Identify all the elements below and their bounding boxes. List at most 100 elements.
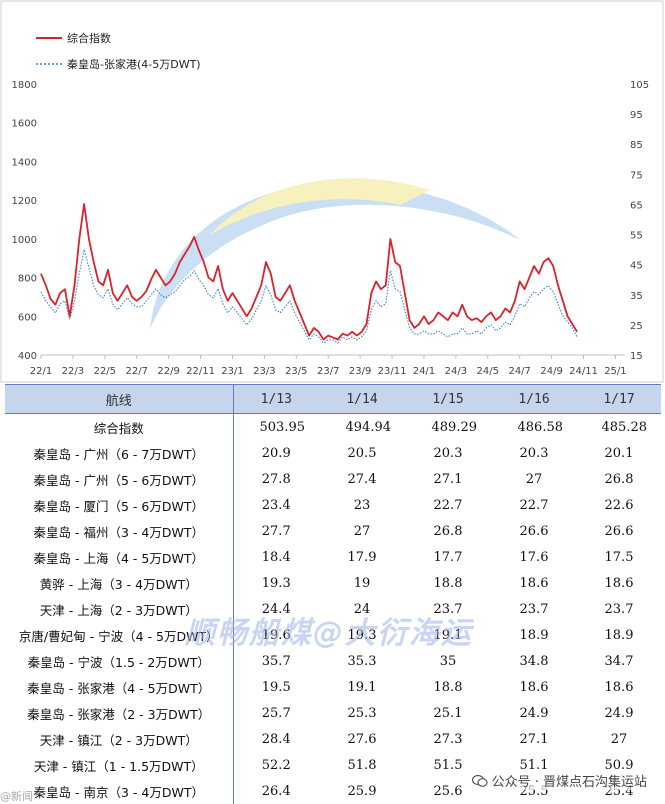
x-tick-label: 24/11 [569, 366, 598, 377]
rate-cell: 17.5 [604, 549, 634, 565]
rate-cell: 20.5 [347, 445, 377, 461]
right-tick-label: 95 [630, 110, 643, 121]
rate-cell: 23.7 [519, 601, 549, 617]
rate-cell: 25.1 [433, 705, 463, 721]
x-tick-label: 24/7 [508, 366, 530, 377]
x-tick-label: 22/3 [62, 366, 84, 377]
route-cell: 秦皇岛 - 南京（3 - 4万DWT） [5, 778, 234, 804]
rate-cell: 19.1 [433, 627, 463, 643]
route-cell: 秦皇岛 - 福州（3 - 4万DWT） [5, 518, 234, 544]
corner-mark: @新闻 [0, 790, 33, 803]
rate-cell: 19.5 [261, 679, 291, 695]
left-tick-label: 1800 [12, 80, 37, 91]
rate-cell: 35.7 [261, 653, 291, 669]
header-date: 1/16 [491, 384, 577, 414]
route-cell: 秦皇岛 - 广州（6 - 7万DWT） [5, 440, 234, 466]
rate-cell: 27 [525, 471, 543, 487]
table-row: 秦皇岛 - 宁波（1.5 - 2万DWT） 35.7 35.3 35 34.8 34.7 [5, 648, 661, 674]
table-row: 秦皇岛 - 张家港（4 - 5万DWT） 19.5 19.1 18.8 18.6 18.6 [5, 674, 661, 700]
x-tick-label: 22/5 [94, 366, 116, 377]
route-cell: 天津 - 上海（2 - 3万DWT） [5, 596, 234, 622]
x-tick-label: 22/1 [30, 366, 52, 377]
freight-index-chart: 综合指数 秦皇岛-张家港(4-5万DWT) 400 600 800 1000 1200 1… [0, 0, 665, 383]
table-row: 秦皇岛 - 上海（4 - 5万DWT） 18.4 17.9 17.7 17.6 17.5 [5, 544, 661, 570]
rate-cell: 26.8 [433, 523, 463, 539]
logo-watermark [150, 178, 520, 330]
wechat-badge: 公众号 · 晋煤点石沟集运站 [471, 771, 647, 790]
x-tick-label: 23/5 [285, 366, 307, 377]
right-axis: 15 25 35 45 55 65 75 85 95 105 [630, 80, 649, 362]
wechat-icon [471, 774, 488, 787]
rate-cell: 18.6 [519, 679, 549, 695]
route-cell: 秦皇岛 - 上海（4 - 5万DWT） [5, 544, 234, 570]
rate-cell: 20.1 [604, 445, 634, 461]
rate-cell: 27.8 [261, 471, 291, 487]
rate-cell: 18.4 [261, 549, 291, 565]
table-row: 天津 - 上海（2 - 3万DWT） 24.4 24 23.7 23.7 23.7 [5, 596, 661, 622]
route-cell: 秦皇岛 - 宁波（1.5 - 2万DWT） [5, 648, 234, 674]
rate-cell: 25.3 [347, 705, 377, 721]
table-row: 天津 - 镇江（2 - 3万DWT） 28.4 27.6 27.3 27.1 27 [5, 726, 661, 752]
rate-cell: 26.6 [519, 523, 549, 539]
right-tick-label: 85 [630, 140, 643, 151]
left-tick-label: 800 [18, 274, 37, 285]
route-cell: 综合指数 [5, 413, 234, 440]
table-row: 秦皇岛 - 张家港（2 - 3万DWT） 25.7 25.3 25.1 24.9 24.9 [5, 700, 661, 726]
x-tick-label: 24/1 [413, 366, 435, 377]
rate-cell: 26.8 [604, 471, 634, 487]
left-tick-label: 400 [18, 351, 37, 362]
rate-cell: 27.1 [519, 731, 549, 747]
rate-cell: 22.7 [433, 497, 463, 513]
x-tick-label: 24/3 [445, 366, 467, 377]
rate-cell: 24.9 [604, 705, 634, 721]
rate-cell: 19.6 [261, 627, 291, 643]
chart-frame [0, 0, 664, 383]
rate-cell: 51.1 [519, 757, 549, 773]
rate-cell: 24.9 [519, 705, 549, 721]
route-cell: 秦皇岛 - 张家港（4 - 5万DWT） [5, 674, 234, 700]
header-date: 1/14 [319, 384, 405, 414]
rate-cell: 34.7 [604, 653, 634, 669]
series-line-route [40, 249, 578, 344]
rate-cell: 18.6 [604, 679, 634, 695]
x-tick-label: 25/1 [604, 366, 626, 377]
rate-cell: 50.9 [604, 757, 634, 773]
rate-cell: 485.28 [601, 419, 648, 435]
left-tick-label: 1200 [12, 196, 37, 207]
rate-cell: 27 [353, 523, 371, 539]
freight-rate-table: 航线 1/13 1/14 1/15 1/16 1/17 综合指数 503.95 49… [5, 384, 661, 804]
table-row: 黄骅 - 上海（3 - 4万DWT） 19.3 19 18.8 18.6 18.6 [5, 570, 661, 596]
rate-cell: 27 [610, 731, 628, 747]
rate-cell: 489.29 [431, 419, 478, 435]
right-tick-label: 15 [630, 351, 643, 362]
rate-cell: 20.3 [519, 445, 549, 461]
table-row: 秦皇岛 - 福州（3 - 4万DWT） 27.7 27 26.8 26.6 26.6 [5, 518, 661, 544]
x-tick-label: 24/9 [540, 366, 562, 377]
rate-cell: 27.1 [433, 471, 463, 487]
table-row: 秦皇岛 - 广州（5 - 6万DWT） 27.8 27.4 27.1 27 26.8 [5, 466, 661, 492]
rate-cell: 25.7 [261, 705, 291, 721]
header-date: 1/13 [233, 384, 319, 414]
rate-cell: 19.3 [347, 627, 377, 643]
rate-cell: 34.8 [519, 653, 549, 669]
route-cell: 秦皇岛 - 张家港（2 - 3万DWT） [5, 700, 234, 726]
rate-cell: 22.7 [519, 497, 549, 513]
table-header-row: 航线 1/13 1/14 1/15 1/16 1/17 [5, 384, 661, 414]
rate-cell: 35.3 [347, 653, 377, 669]
route-cell: 天津 - 镇江（1 - 1.5万DWT） [5, 752, 234, 778]
rate-cell: 24 [353, 601, 371, 617]
x-tick-label: 23/9 [349, 366, 371, 377]
rate-cell: 23.7 [433, 601, 463, 617]
table-body: 综合指数 503.95 494.94 489.29 486.58 485.28 秦皇岛 - … [5, 413, 661, 804]
rate-cell: 19.3 [261, 575, 291, 591]
rate-cell: 18.8 [433, 575, 463, 591]
rate-cell: 494.94 [345, 419, 392, 435]
rate-cell: 25.9 [347, 783, 377, 799]
rate-cell: 18.8 [433, 679, 463, 695]
rate-table: 航线 1/13 1/14 1/15 1/16 1/17 综合指数 503.95 49… [5, 384, 661, 804]
rate-cell: 28.4 [261, 731, 291, 747]
table-row-composite: 综合指数 503.95 494.94 489.29 486.58 485.28 [5, 413, 661, 440]
right-tick-label: 105 [630, 80, 649, 91]
chart-legend: 综合指数 秦皇岛-张家港(4-5万DWT) [36, 31, 201, 71]
legend-label-composite: 综合指数 [67, 31, 111, 45]
